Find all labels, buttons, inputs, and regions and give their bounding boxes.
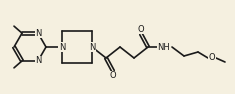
Text: N: N <box>59 42 65 52</box>
Text: O: O <box>209 53 215 63</box>
Text: O: O <box>138 25 144 33</box>
Text: O: O <box>110 72 116 80</box>
Text: NH: NH <box>158 42 170 52</box>
Text: N: N <box>35 56 42 65</box>
Text: N: N <box>89 42 95 52</box>
Text: N: N <box>35 29 42 38</box>
